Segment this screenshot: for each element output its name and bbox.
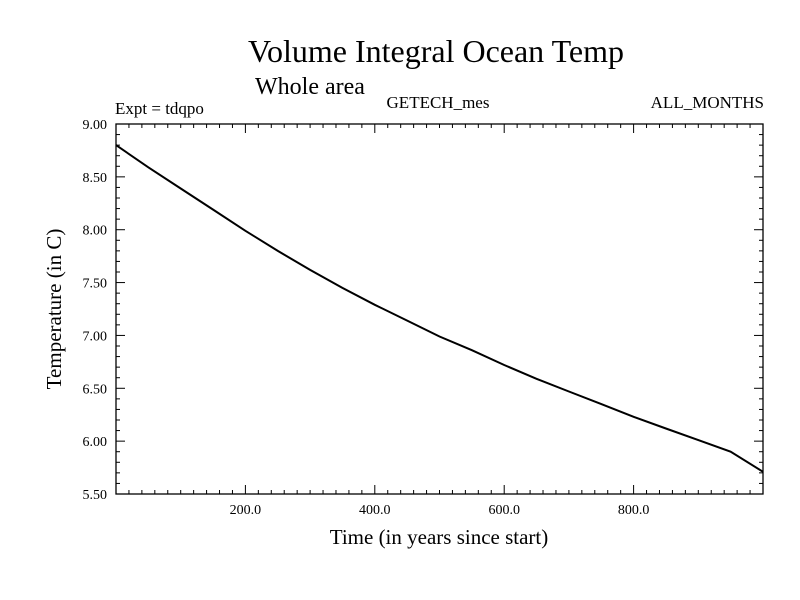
months-label: ALL_MONTHS	[651, 93, 764, 112]
axis-tick-labels: 200.0 400.0 600.0 800.0 5.50 6.00 6.50 7.00 7.50…	[83, 118, 650, 518]
y-tick-label: 5.50	[83, 488, 108, 503]
y-tick-label: 7.50	[83, 277, 108, 292]
x-axis-label: Time (in years since start)	[330, 525, 549, 549]
y-tick-label: 8.50	[83, 171, 108, 186]
x-tick-label: 600.0	[488, 503, 520, 518]
x-tick-label: 200.0	[230, 503, 262, 518]
temperature-series-line	[115, 144, 764, 473]
source-label: GETECH_mes	[387, 93, 490, 112]
x-tick-label: 400.0	[359, 503, 391, 518]
series-layer	[115, 144, 764, 473]
axis-ticks	[115, 123, 764, 495]
y-tick-label: 6.50	[83, 382, 108, 397]
y-tick-label: 6.00	[83, 435, 108, 450]
y-tick-label: 8.00	[83, 224, 108, 239]
chart-subtitle: Whole area	[255, 74, 365, 100]
chart-title: Volume Integral Ocean Temp	[248, 33, 624, 69]
expt-label: Expt = tdqpo	[115, 99, 204, 118]
x-tick-label: 800.0	[618, 503, 650, 518]
y-tick-label: 9.00	[83, 118, 108, 133]
y-tick-label: 7.00	[83, 329, 108, 344]
y-axis-label: Temperature (in C)	[42, 229, 66, 390]
